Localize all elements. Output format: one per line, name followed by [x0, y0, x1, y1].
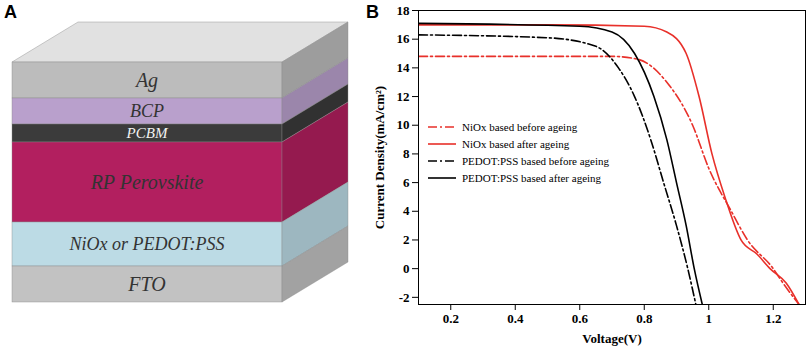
html-text:PEDOT:PSS based before ageing: PEDOT:PSS based before ageing — [462, 154, 609, 167]
svg-text:0: 0 — [403, 261, 410, 276]
svg-text:0.6: 0.6 — [572, 311, 589, 326]
svg-text:1: 1 — [706, 311, 713, 326]
svg-text:16: 16 — [397, 31, 411, 46]
svg-text:RP Perovskite: RP Perovskite — [90, 171, 204, 193]
svg-text:BCP: BCP — [130, 101, 164, 121]
svg-text:1.2: 1.2 — [765, 311, 781, 326]
html-text:NiOx based after ageing: NiOx based after ageing — [462, 137, 570, 150]
svg-text:Voltage(V): Voltage(V) — [582, 331, 641, 346]
svg-text:6: 6 — [403, 175, 410, 190]
html-text:PEDOT:PSS based after ageing: PEDOT:PSS based after ageing — [462, 171, 602, 184]
svg-text:0.2: 0.2 — [443, 311, 459, 326]
svg-text:4: 4 — [403, 203, 410, 218]
svg-text:12: 12 — [397, 89, 410, 104]
svg-text:-2: -2 — [399, 289, 410, 304]
svg-text:NiOx or PEDOT:PSS: NiOx or PEDOT:PSS — [69, 234, 225, 254]
svg-text:Current Density(mA/cm²): Current Density(mA/cm²) — [372, 86, 387, 229]
svg-text:10: 10 — [397, 117, 410, 132]
svg-text:18: 18 — [397, 3, 411, 18]
svg-text:FTO: FTO — [127, 273, 165, 295]
svg-text:Ag: Ag — [134, 69, 158, 92]
svg-text:14: 14 — [397, 60, 411, 75]
svg-text:8: 8 — [403, 146, 410, 161]
svg-text:0.4: 0.4 — [507, 311, 524, 326]
html-text:B: B — [366, 2, 379, 22]
svg-text:2: 2 — [403, 232, 410, 247]
html-text:A: A — [4, 2, 17, 22]
svg-text:PCBM: PCBM — [126, 125, 169, 141]
svg-text:0.8: 0.8 — [636, 311, 653, 326]
html-text:NiOx based before ageing: NiOx based before ageing — [462, 120, 578, 133]
